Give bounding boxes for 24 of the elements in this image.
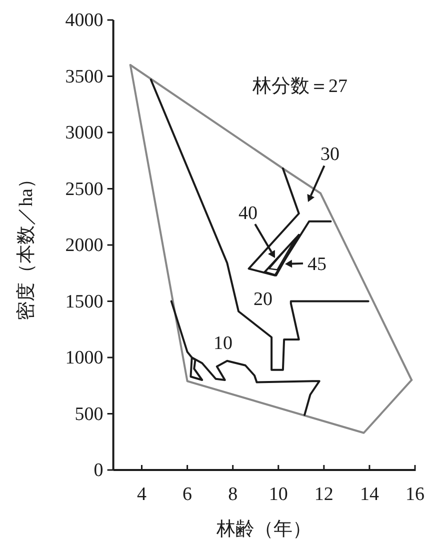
ytick: 2500 bbox=[65, 178, 104, 200]
ytick: 0 bbox=[94, 460, 104, 481]
xtick: 8 bbox=[228, 484, 238, 505]
ytick: 500 bbox=[74, 404, 104, 425]
ytick: 2000 bbox=[65, 235, 104, 256]
ytick: 1000 bbox=[65, 348, 104, 368]
annotation: 30 bbox=[320, 144, 340, 165]
xtick: 4 bbox=[137, 484, 146, 505]
ytick: 3000 bbox=[65, 122, 104, 144]
xtick: 10 bbox=[268, 484, 288, 505]
xtick: 6 bbox=[182, 484, 192, 505]
xtick: 16 bbox=[406, 484, 424, 505]
ylabel: 密度（本数／ha） bbox=[16, 170, 37, 320]
xtick: 12 bbox=[314, 484, 334, 505]
annotation: 林分数＝27 bbox=[252, 76, 348, 97]
xlabel: 林齢（年） bbox=[216, 519, 312, 540]
ytick: 4000 bbox=[65, 10, 104, 31]
annotation: 45 bbox=[308, 254, 326, 275]
annotation: 20 bbox=[254, 289, 272, 310]
annotation: 10 bbox=[214, 333, 232, 354]
xtick: 14 bbox=[360, 484, 379, 505]
ytick: 1500 bbox=[65, 291, 104, 312]
ytick: 3500 bbox=[65, 66, 104, 88]
annotation: 40 bbox=[238, 203, 258, 224]
